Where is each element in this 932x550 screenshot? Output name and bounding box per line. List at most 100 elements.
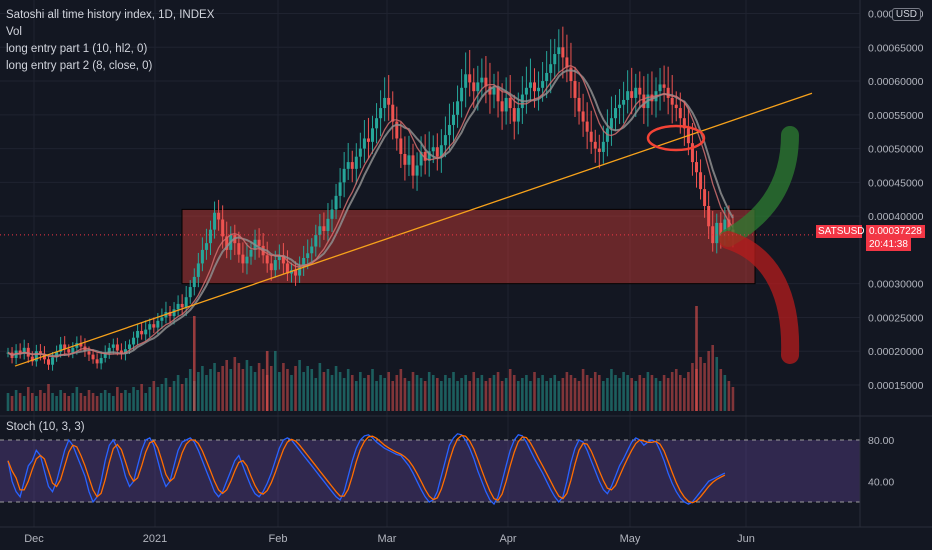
stoch-tick-label: 40.00 [868, 476, 894, 488]
candle-body [533, 82, 536, 92]
volume-bar [294, 366, 297, 411]
y-tick-label: 0.00050000 [868, 144, 924, 156]
candle-body [152, 324, 156, 328]
volume-bar [314, 378, 318, 411]
candle-body [200, 249, 204, 264]
volume-bar [557, 381, 561, 411]
last-price-label: 0.00037228 [866, 225, 925, 238]
annotations [0, 92, 860, 367]
candle-body [524, 87, 528, 95]
y-tick-label: 0.00015000 [868, 380, 924, 392]
bar-timer-label: 20:41:38 [866, 238, 911, 251]
candle-body [176, 303, 180, 310]
ma-line-10 [7, 69, 734, 357]
candle-body [658, 84, 662, 92]
candle-body [703, 189, 707, 206]
volume-bar [549, 378, 552, 411]
candle-body [107, 347, 111, 354]
volume-bar [51, 393, 54, 411]
candle-body [439, 145, 443, 157]
candle-body [504, 97, 508, 112]
candle-body [160, 317, 164, 321]
candle-body [330, 209, 334, 219]
volume-bar [363, 378, 366, 411]
candle-body [537, 87, 541, 92]
volume-bar [427, 372, 431, 411]
candle-body [204, 243, 208, 250]
volume-bar [448, 378, 451, 411]
volume-bar [18, 393, 22, 411]
candle-body [715, 222, 719, 244]
candle-body [294, 270, 298, 276]
candle-body [362, 138, 366, 149]
volume-bar [569, 375, 573, 411]
volume-bar [116, 387, 119, 411]
volume-bars [6, 306, 735, 411]
volume-bar [310, 369, 314, 411]
candle-body [569, 67, 573, 82]
candle-body [622, 99, 626, 105]
volume-bar [298, 360, 301, 411]
volume-bar [274, 351, 277, 411]
candle-body [638, 87, 642, 95]
volume-bar [517, 381, 520, 411]
candle-body [484, 77, 488, 87]
candle-body [322, 226, 326, 231]
volume-bar [282, 363, 285, 411]
candle-body [427, 151, 431, 161]
volume-bar [67, 396, 71, 411]
volume-bar [330, 375, 334, 411]
candle-body [168, 312, 172, 317]
volume-bar [156, 387, 160, 411]
y-tick-label: 0.00055000 [868, 110, 924, 122]
volume-bar [359, 372, 362, 411]
candle-body [577, 97, 581, 112]
volume-bar [350, 375, 354, 411]
currency-button[interactable]: USD [891, 8, 921, 21]
volume-bar [87, 390, 91, 411]
volume-bar [638, 375, 642, 411]
volume-bar [188, 369, 192, 411]
volume-bar [128, 393, 131, 411]
volume-bar [670, 372, 674, 411]
volume-bar [326, 369, 330, 411]
volume-bar [383, 378, 386, 411]
volume-bar [91, 393, 95, 411]
candle-body [670, 97, 674, 105]
candle-body [500, 101, 504, 112]
volume-bar [521, 378, 524, 411]
volume-bar [537, 378, 540, 411]
volume-bar [456, 381, 459, 411]
volume-bar [221, 366, 224, 411]
volume-bar [83, 396, 87, 411]
volume-bar [687, 372, 690, 411]
candle-body [634, 87, 638, 98]
y-tick-label: 0.00045000 [868, 177, 924, 189]
volume-bar [529, 381, 532, 411]
volume-bar [593, 372, 597, 411]
volume-bar [286, 369, 289, 411]
candle-body [209, 229, 212, 244]
candle-body [682, 118, 686, 129]
volume-bar [148, 387, 152, 411]
volume-bar [476, 378, 480, 411]
volume-bar [152, 381, 156, 411]
volume-bar [342, 378, 346, 411]
candle-body [480, 77, 484, 83]
chart-legend: Satoshi all time history index, 1D, INDE… [6, 7, 214, 75]
candle-body [237, 243, 241, 255]
volume-bar [431, 375, 435, 411]
volume-bar [306, 366, 309, 411]
candle-body [132, 337, 136, 345]
bearish-projection-arrow [719, 231, 800, 364]
candle-body [334, 195, 338, 210]
volume-bar [205, 375, 208, 411]
volume-bar [634, 381, 638, 411]
candle-body [338, 182, 342, 196]
candle-body [395, 121, 399, 139]
volume-bar [679, 375, 682, 411]
volume-bar [589, 378, 593, 411]
candle-body [123, 349, 127, 354]
